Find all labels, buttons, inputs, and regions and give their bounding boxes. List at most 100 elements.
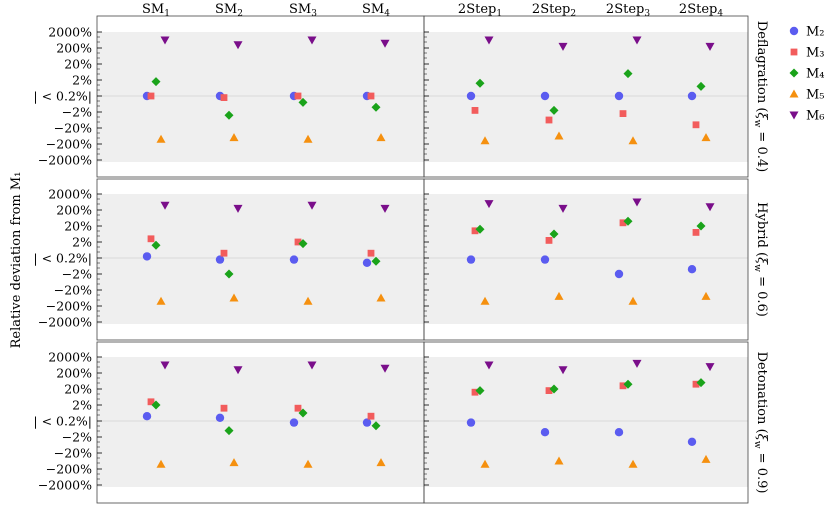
- y-tick-label: −2%: [62, 430, 92, 445]
- data-point: [549, 105, 559, 115]
- data-point: [540, 428, 550, 437]
- data-point: [549, 229, 559, 239]
- data-point: [705, 42, 715, 51]
- column-label: 2Step2: [532, 2, 576, 19]
- data-point: [701, 291, 711, 300]
- data-point: [160, 201, 170, 210]
- data-point: [156, 134, 166, 143]
- data-point: [380, 39, 390, 48]
- data-point: [367, 249, 375, 257]
- column-label: 2Step4: [679, 2, 723, 19]
- data-point: [151, 400, 161, 410]
- data-point: [156, 296, 166, 305]
- y-tick-label: −2000%: [38, 478, 92, 493]
- data-point: [160, 361, 170, 370]
- data-point: [233, 366, 243, 375]
- y-tick-label: −20%: [54, 446, 92, 461]
- data-point: [687, 265, 697, 274]
- y-tick-label: −200%: [46, 462, 92, 477]
- column-label: SM3: [289, 2, 317, 19]
- data-point: [701, 133, 711, 142]
- legend-marker: [789, 26, 799, 36]
- panel-band: [97, 32, 748, 162]
- legend-label: M₆: [806, 109, 825, 124]
- data-point: [215, 413, 225, 422]
- data-point: [692, 229, 700, 236]
- data-point: [632, 359, 642, 368]
- y-tick-label: −2%: [62, 105, 92, 120]
- data-point: [233, 41, 243, 50]
- data-point: [294, 92, 302, 100]
- data-point: [229, 458, 239, 467]
- column-labels: SM1 SM2 SM3 SM4 2Step1 2Step2 2Step3 2Step4: [142, 2, 723, 19]
- data-point: [554, 131, 564, 140]
- data-point: [705, 203, 715, 212]
- data-point: [623, 379, 633, 389]
- data-point: [289, 255, 299, 264]
- data-point: [220, 404, 228, 412]
- y-tick-label: −2000%: [38, 315, 92, 330]
- data-point: [623, 69, 633, 79]
- y-tick-label: 2000%: [48, 350, 92, 365]
- y-tick-label: −2%: [62, 267, 92, 282]
- data-point: [224, 426, 234, 436]
- data-point: [619, 110, 627, 117]
- data-point: [367, 92, 375, 100]
- legend: M₂ M₃ M₄ M₅ M₆: [789, 25, 825, 124]
- data-point: [696, 81, 706, 91]
- row-label: Deflagration (ξw = 0.4): [752, 21, 769, 172]
- data-point: [475, 78, 485, 88]
- data-point: [480, 296, 490, 305]
- data-point: [371, 102, 381, 112]
- data-point: [229, 293, 239, 302]
- data-point: [471, 107, 479, 114]
- column-label: SM2: [215, 2, 243, 19]
- data-point: [376, 133, 386, 142]
- data-point: [303, 296, 313, 305]
- data-point: [229, 133, 239, 142]
- data-point: [545, 387, 553, 394]
- data-point: [480, 459, 490, 468]
- data-point: [540, 255, 550, 264]
- data-point: [632, 36, 642, 45]
- data-point: [294, 238, 302, 246]
- data-point: [298, 97, 308, 107]
- data-point: [692, 121, 700, 129]
- data-point: [705, 363, 715, 372]
- data-point: [480, 136, 490, 145]
- data-point: [701, 454, 711, 463]
- data-point: [614, 269, 624, 279]
- y-tick-label: −200%: [46, 137, 92, 152]
- data-point: [156, 459, 166, 468]
- column-label: 2Step1: [458, 2, 502, 19]
- data-point: [628, 136, 638, 145]
- data-point: [376, 293, 386, 302]
- data-point: [466, 91, 476, 101]
- data-point: [687, 91, 697, 101]
- y-tick-label: −20%: [54, 283, 92, 298]
- data-point: [619, 219, 627, 227]
- data-point: [220, 249, 228, 257]
- legend-marker: [790, 48, 798, 56]
- column-label: 2Step3: [606, 2, 650, 19]
- y-tick-label: 200%: [56, 203, 92, 218]
- legend-label: M₄: [806, 67, 825, 82]
- y-tick-label: 200%: [56, 41, 92, 56]
- data-point: [614, 428, 624, 437]
- data-point: [614, 91, 624, 101]
- data-point: [160, 36, 170, 45]
- legend-marker: [789, 68, 799, 78]
- data-point: [558, 366, 568, 375]
- data-point: [298, 239, 308, 249]
- data-point: [233, 204, 243, 213]
- data-point: [475, 386, 485, 396]
- y-axis-label: Relative deviation from M₁: [9, 172, 24, 349]
- y-tick-label: −200%: [46, 299, 92, 314]
- y-axes: 2000%200%20%2%| < 0.2%|−2%−20%−200%−2000…: [33, 25, 429, 493]
- column-label: SM1: [142, 2, 170, 19]
- y-tick-label: 2%: [72, 235, 92, 250]
- data-point: [307, 361, 317, 370]
- data-point: [147, 92, 155, 100]
- data-point: [466, 418, 476, 427]
